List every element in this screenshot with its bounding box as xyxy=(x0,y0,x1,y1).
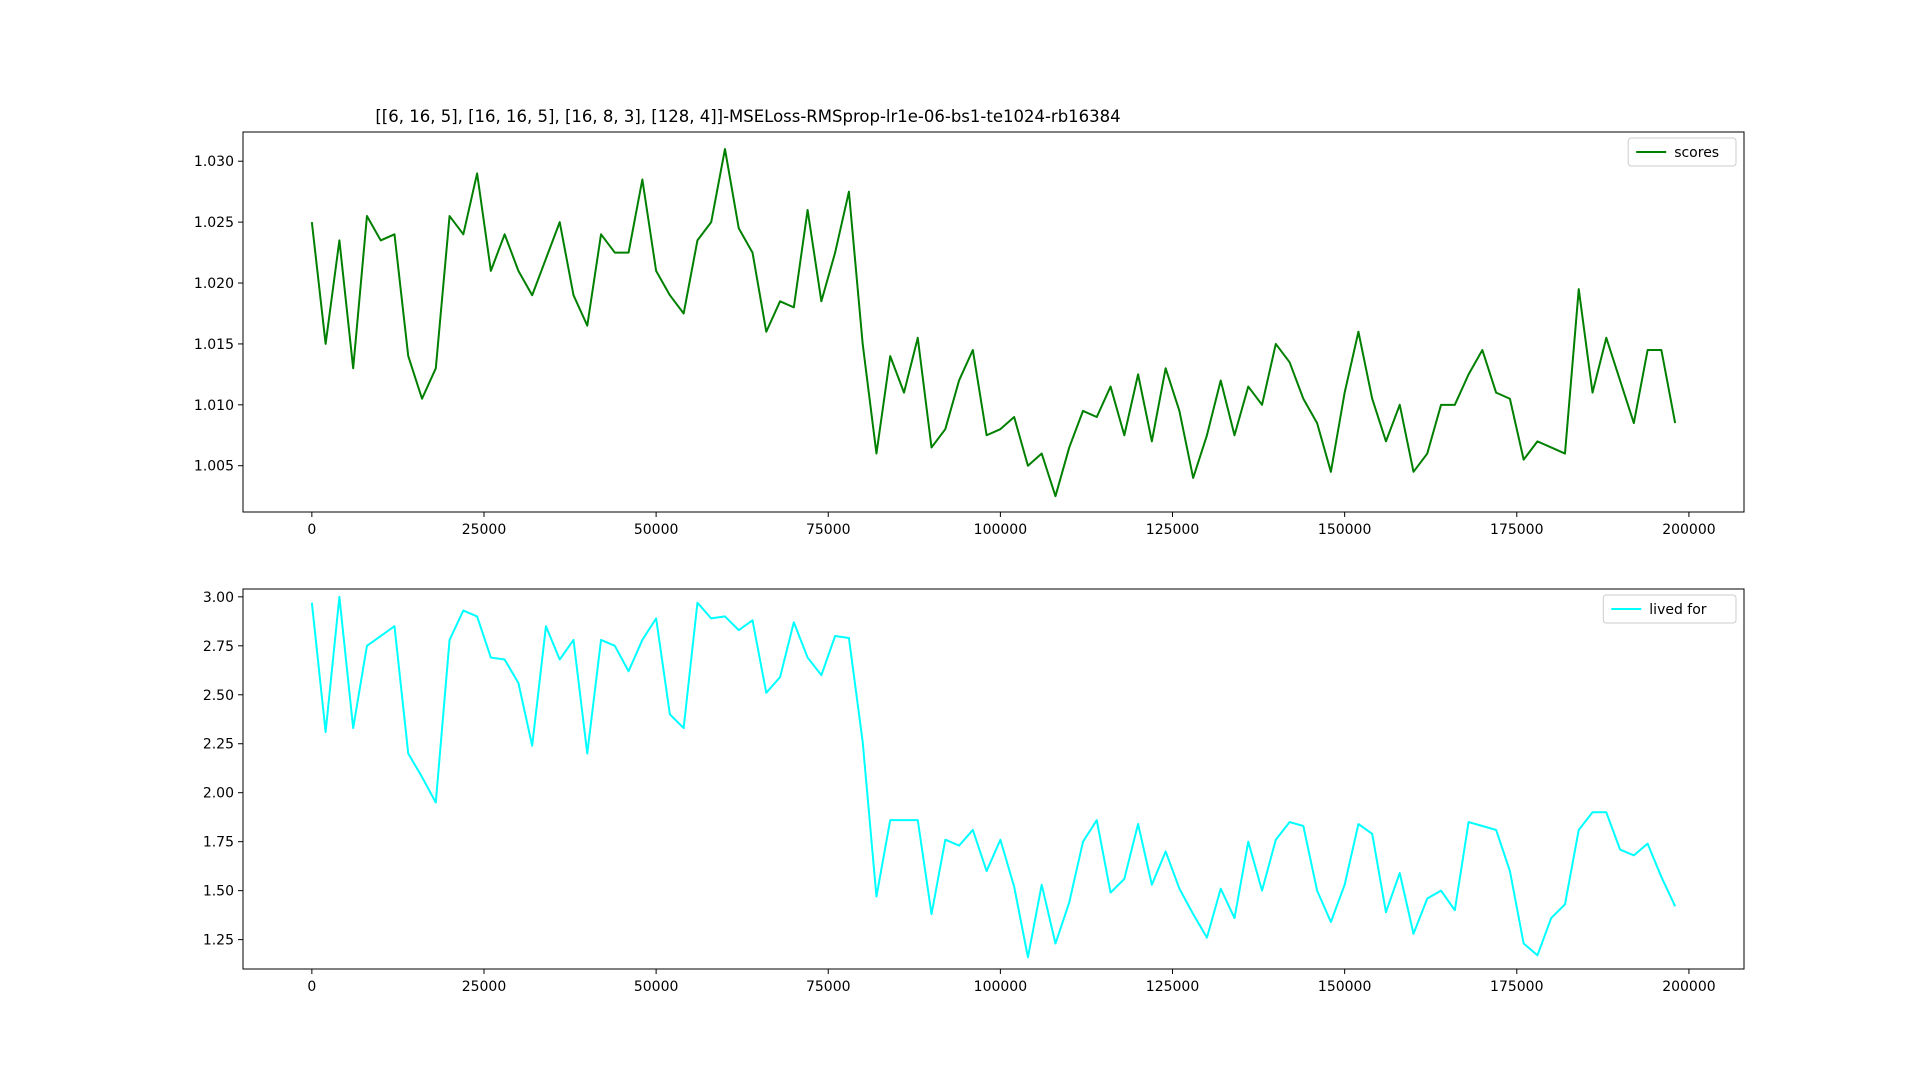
x-tick-label: 50000 xyxy=(634,979,679,995)
x-tick-label: 125000 xyxy=(1146,522,1199,538)
x-tick-label: 75000 xyxy=(806,522,851,538)
y-tick-label: 2.50 xyxy=(203,688,234,704)
legend-label: scores xyxy=(1674,145,1719,161)
y-tick-label: 2.75 xyxy=(203,639,234,655)
x-tick-label: 50000 xyxy=(634,522,679,538)
bottom-subplot-lived-for: 0 25000 50000 75000 100000 125000 150000 175000… xyxy=(203,588,1745,995)
legend-box xyxy=(1602,594,1737,624)
y-tick-label: 1.010 xyxy=(194,398,234,414)
legend: lived for xyxy=(1602,594,1737,624)
y-tick-label: 2.00 xyxy=(203,786,234,802)
legend-box xyxy=(1627,137,1737,167)
legend: scores xyxy=(1627,137,1737,167)
x-tick-label: 100000 xyxy=(974,522,1027,538)
x-tick-label: 0 xyxy=(307,522,316,538)
top-subplot-scores: 0 25000 50000 75000 100000 125000 150000 175000… xyxy=(194,131,1745,538)
x-tick-label: 125000 xyxy=(1146,979,1199,995)
y-tick-label: 1.020 xyxy=(194,276,234,292)
series-line-scores xyxy=(310,148,1677,498)
x-tick-label: 25000 xyxy=(462,979,507,995)
x-tick-label: 175000 xyxy=(1490,522,1543,538)
x-tick-label: 100000 xyxy=(974,979,1027,995)
y-tick-label: 1.030 xyxy=(194,154,234,170)
y-tick-label: 2.25 xyxy=(203,737,234,753)
axes-frame xyxy=(242,131,1745,513)
x-tick-label: 0 xyxy=(307,979,316,995)
y-tick-label: 1.005 xyxy=(194,459,234,475)
y-tick-label: 1.50 xyxy=(203,884,234,900)
x-tick-label: 200000 xyxy=(1662,522,1715,538)
y-tick-label: 3.00 xyxy=(203,590,234,606)
x-tick-label: 200000 xyxy=(1662,979,1715,995)
x-tick-label: 150000 xyxy=(1318,522,1371,538)
legend-label: lived for xyxy=(1649,602,1707,618)
y-tick-label: 1.015 xyxy=(194,337,234,353)
series-line-lived-for xyxy=(310,595,1677,959)
x-tick-label: 75000 xyxy=(806,979,851,995)
x-tick-label: 25000 xyxy=(462,522,507,538)
y-tick-label: 1.25 xyxy=(203,933,234,949)
x-tick-label: 150000 xyxy=(1318,979,1371,995)
y-tick-label: 1.75 xyxy=(203,835,234,851)
axes-frame xyxy=(242,588,1745,970)
chart-title: [[6, 16, 5], [16, 16, 5], [16, 8, 3], [1… xyxy=(375,107,1120,126)
x-tick-label: 175000 xyxy=(1490,979,1543,995)
y-tick-label: 1.025 xyxy=(194,215,234,231)
